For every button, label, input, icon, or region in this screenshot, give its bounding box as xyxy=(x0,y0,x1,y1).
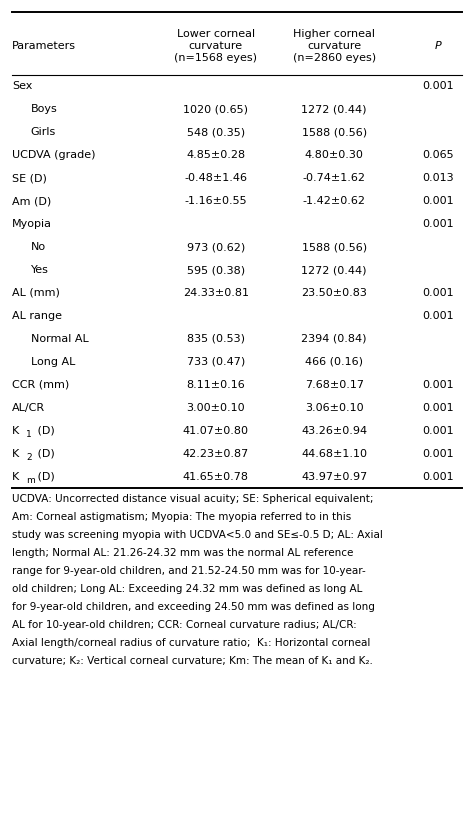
Text: SE (D): SE (D) xyxy=(12,173,47,183)
Text: 1272 (0.44): 1272 (0.44) xyxy=(301,265,367,275)
Text: 2: 2 xyxy=(26,453,32,462)
Text: 0.001: 0.001 xyxy=(423,288,454,298)
Text: 0.065: 0.065 xyxy=(423,151,454,160)
Text: Am: Corneal astigmatism; Myopia: The myopia referred to in this: Am: Corneal astigmatism; Myopia: The myo… xyxy=(12,512,351,522)
Text: Boys: Boys xyxy=(31,105,57,115)
Text: -1.42±0.62: -1.42±0.62 xyxy=(303,196,365,206)
Text: CCR (mm): CCR (mm) xyxy=(12,380,69,389)
Text: Myopia: Myopia xyxy=(12,219,52,229)
Text: Lower corneal
curvature
(n=1568 eyes): Lower corneal curvature (n=1568 eyes) xyxy=(174,29,257,63)
Text: 44.68±1.10: 44.68±1.10 xyxy=(301,448,367,459)
Text: 24.33±0.81: 24.33±0.81 xyxy=(182,288,249,298)
Text: Long AL: Long AL xyxy=(31,357,75,366)
Text: curvature; K₂: Vertical corneal curvature; Km: The mean of K₁ and K₂.: curvature; K₂: Vertical corneal curvatur… xyxy=(12,656,373,666)
Text: 1020 (0.65): 1020 (0.65) xyxy=(183,105,248,115)
Text: K: K xyxy=(12,448,19,459)
Text: -0.74±1.62: -0.74±1.62 xyxy=(303,173,365,183)
Text: 835 (0.53): 835 (0.53) xyxy=(187,334,245,344)
Text: 1588 (0.56): 1588 (0.56) xyxy=(301,242,367,252)
Text: -0.48±1.46: -0.48±1.46 xyxy=(184,173,247,183)
Text: 4.80±0.30: 4.80±0.30 xyxy=(305,151,364,160)
Text: Axial length/corneal radius of curvature ratio;  K₁: Horizontal corneal: Axial length/corneal radius of curvature… xyxy=(12,638,370,648)
Text: old children; Long AL: Exceeding 24.32 mm was defined as long AL: old children; Long AL: Exceeding 24.32 m… xyxy=(12,584,362,594)
Text: 43.97±0.97: 43.97±0.97 xyxy=(301,471,367,482)
Text: 0.013: 0.013 xyxy=(423,173,454,183)
Text: 8.11±0.16: 8.11±0.16 xyxy=(186,380,245,389)
Text: -1.16±0.55: -1.16±0.55 xyxy=(184,196,247,206)
Text: AL for 10-year-old children; CCR: Corneal curvature radius; AL/CR:: AL for 10-year-old children; CCR: Cornea… xyxy=(12,620,356,630)
Text: 23.50±0.83: 23.50±0.83 xyxy=(301,288,367,298)
Text: 595 (0.38): 595 (0.38) xyxy=(187,265,245,275)
Text: 0.001: 0.001 xyxy=(423,380,454,389)
Text: length; Normal AL: 21.26-24.32 mm was the normal AL reference: length; Normal AL: 21.26-24.32 mm was th… xyxy=(12,548,353,558)
Text: AL range: AL range xyxy=(12,311,62,321)
Text: 0.001: 0.001 xyxy=(423,311,454,321)
Text: K: K xyxy=(12,471,19,482)
Text: UCDVA: Uncorrected distance visual acuity; SE: Spherical equivalent;: UCDVA: Uncorrected distance visual acuit… xyxy=(12,494,374,504)
Text: 1588 (0.56): 1588 (0.56) xyxy=(301,128,367,137)
Text: (D): (D) xyxy=(34,425,55,436)
Text: 973 (0.62): 973 (0.62) xyxy=(187,242,245,252)
Text: Parameters: Parameters xyxy=(12,41,76,51)
Text: K: K xyxy=(12,425,19,436)
Text: Yes: Yes xyxy=(31,265,49,275)
Text: 1: 1 xyxy=(26,430,32,439)
Text: 0.001: 0.001 xyxy=(423,471,454,482)
Text: 0.001: 0.001 xyxy=(423,402,454,413)
Text: 0.001: 0.001 xyxy=(423,425,454,436)
Text: 1272 (0.44): 1272 (0.44) xyxy=(301,105,367,115)
Text: 43.26±0.94: 43.26±0.94 xyxy=(301,425,367,436)
Text: AL (mm): AL (mm) xyxy=(12,288,60,298)
Text: m: m xyxy=(26,476,35,485)
Text: 0.001: 0.001 xyxy=(423,448,454,459)
Text: Sex: Sex xyxy=(12,82,32,92)
Text: 0.001: 0.001 xyxy=(423,82,454,92)
Text: 548 (0.35): 548 (0.35) xyxy=(187,128,245,137)
Text: 3.06±0.10: 3.06±0.10 xyxy=(305,402,364,413)
Text: study was screening myopia with UCDVA<5.0 and SE≤-0.5 D; AL: Axial: study was screening myopia with UCDVA<5.… xyxy=(12,530,383,540)
Text: 4.85±0.28: 4.85±0.28 xyxy=(186,151,245,160)
Text: Normal AL: Normal AL xyxy=(31,334,89,344)
Text: No: No xyxy=(31,242,46,252)
Text: 3.00±0.10: 3.00±0.10 xyxy=(186,402,245,413)
Text: 42.23±0.87: 42.23±0.87 xyxy=(182,448,249,459)
Text: 0.001: 0.001 xyxy=(423,196,454,206)
Text: 733 (0.47): 733 (0.47) xyxy=(187,357,245,366)
Text: 41.07±0.80: 41.07±0.80 xyxy=(182,425,249,436)
Text: Higher corneal
curvature
(n=2860 eyes): Higher corneal curvature (n=2860 eyes) xyxy=(292,29,376,63)
Text: 0.001: 0.001 xyxy=(423,219,454,229)
Text: for 9-year-old children, and exceeding 24.50 mm was defined as long: for 9-year-old children, and exceeding 2… xyxy=(12,602,375,612)
Text: range for 9-year-old children, and 21.52-24.50 mm was for 10-year-: range for 9-year-old children, and 21.52… xyxy=(12,566,365,576)
Text: 466 (0.16): 466 (0.16) xyxy=(305,357,363,366)
Text: (D): (D) xyxy=(34,448,55,459)
Text: 2394 (0.84): 2394 (0.84) xyxy=(301,334,367,344)
Text: (D): (D) xyxy=(34,471,55,482)
Text: 41.65±0.78: 41.65±0.78 xyxy=(182,471,249,482)
Text: Girls: Girls xyxy=(31,128,56,137)
Text: P: P xyxy=(435,41,442,51)
Text: Am (D): Am (D) xyxy=(12,196,51,206)
Text: 7.68±0.17: 7.68±0.17 xyxy=(305,380,364,389)
Text: UCDVA (grade): UCDVA (grade) xyxy=(12,151,95,160)
Text: AL/CR: AL/CR xyxy=(12,402,45,413)
